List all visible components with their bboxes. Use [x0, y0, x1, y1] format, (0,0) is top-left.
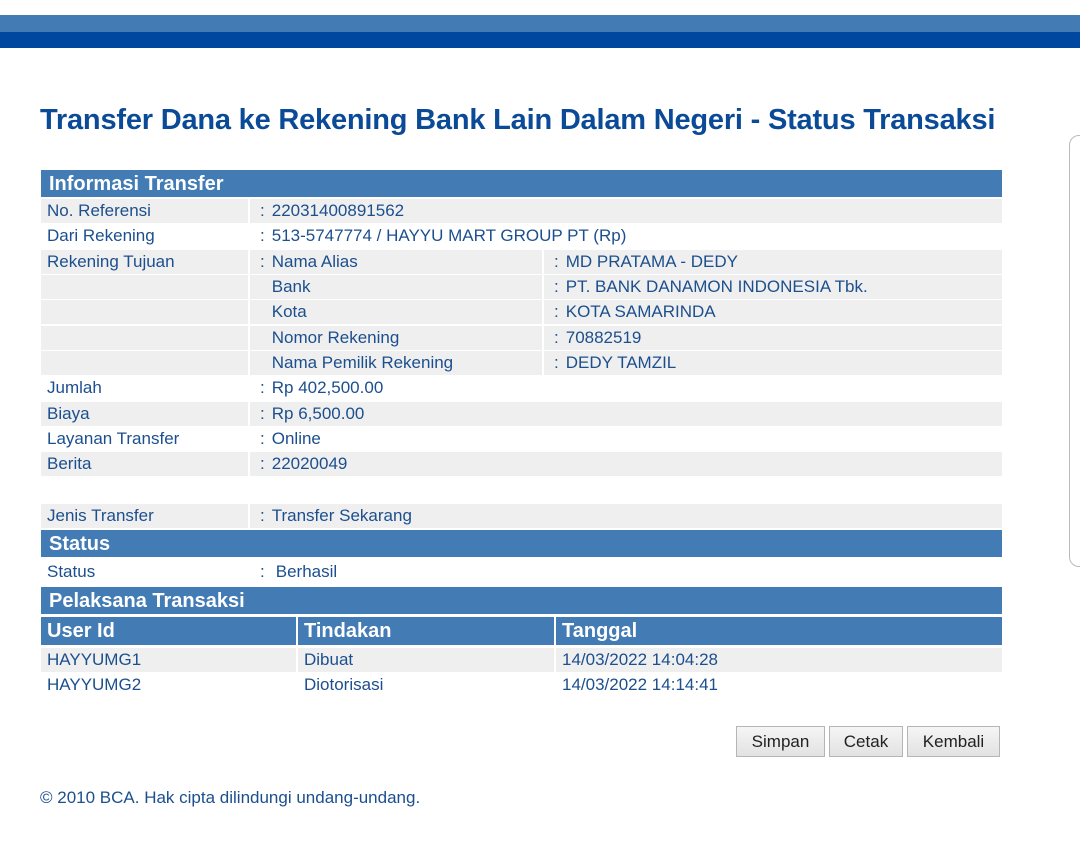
row-jenis-transfer: Jenis Transfer: Transfer Sekarang — [41, 504, 1002, 528]
footer-copyright: © 2010 BCA. Hak cipta dilindungi undang-… — [40, 788, 421, 807]
sub-value: DEDY TAMZIL — [565, 353, 677, 372]
sub-label: Kota — [271, 302, 307, 321]
cell-tanggal: 14/03/2022 14:14:41 — [556, 673, 1002, 697]
label: Biaya — [47, 404, 90, 423]
sub-label: Bank — [271, 277, 311, 296]
row-rekening-tujuan: Rekening Tujuan: Nama Alias: MD PRATAMA - … — [41, 250, 1002, 274]
label: Status — [47, 562, 96, 581]
row-dari-rekening: Dari Rekening:513-5747774 / HAYYU MART G… — [41, 224, 1002, 248]
value: Rp 6,500.00 — [271, 404, 365, 423]
row-status: Status: Berhasil — [41, 560, 1002, 584]
status-value: Berhasil — [275, 562, 338, 581]
value: 513-5747774 / HAYYU MART GROUP PT (Rp) — [271, 226, 627, 245]
column-header-tanggal: Tanggal — [556, 617, 1002, 645]
label: Dari Rekening — [47, 226, 155, 245]
section-header-informasi-transfer: Informasi Transfer — [41, 170, 1002, 197]
cell-tanggal: 14/03/2022 14:04:28 — [556, 648, 1002, 672]
row-biaya: Biaya: Rp 6,500.00 — [41, 402, 1002, 426]
value: 22020049 — [271, 454, 348, 473]
label: Layanan Transfer — [47, 429, 180, 448]
cetak-button[interactable]: Cetak — [829, 726, 903, 757]
sub-value: MD PRATAMA - DEDY — [565, 252, 738, 271]
sub-label: Nomor Rekening — [271, 328, 400, 347]
scrollbar[interactable] — [1069, 135, 1080, 567]
simpan-button[interactable]: Simpan — [736, 726, 825, 757]
label: Jenis Transfer — [47, 506, 154, 525]
value: Online — [271, 429, 321, 448]
top-bar-light — [0, 15, 1080, 32]
row-no-referensi: No. Referensi:22031400891562 — [41, 199, 1002, 223]
sub-value: KOTA SAMARINDA — [565, 302, 716, 321]
section-header-status: Status — [41, 530, 1002, 557]
row-nama-pemilik: :Nama Pemilik Rekening:DEDY TAMZIL — [41, 351, 1002, 375]
row-nomor-rekening: :Nomor Rekening:70882519 — [41, 326, 1002, 350]
row-berita: Berita:22020049 — [41, 452, 1002, 476]
label: Jumlah — [47, 378, 102, 397]
sub-label: Nama Alias — [271, 252, 358, 271]
row-layanan: Layanan Transfer: Online — [41, 427, 1002, 451]
sub-value: PT. BANK DANAMON INDONESIA Tbk. — [565, 277, 868, 296]
row-jumlah: Jumlah: Rp 402,500.00 — [41, 376, 1002, 400]
page-title: Transfer Dana ke Rekening Bank Lain Dala… — [40, 104, 996, 136]
top-bar-dark — [0, 32, 1080, 48]
section-header-pelaksana: Pelaksana Transaksi — [41, 587, 1002, 614]
column-header-tindakan: Tindakan — [298, 617, 554, 645]
kembali-button[interactable]: Kembali — [907, 726, 1000, 757]
cell-user-id: HAYYUMG2 — [41, 673, 296, 697]
value: Rp 402,500.00 — [271, 378, 384, 397]
sub-label: Nama Pemilik Rekening — [271, 353, 454, 372]
cell-tindakan: Dibuat — [298, 648, 554, 672]
row-kota: :Kota:KOTA SAMARINDA — [41, 300, 1002, 324]
column-header-user-id: User Id — [41, 617, 296, 645]
cell-tindakan: Diotorisasi — [298, 673, 554, 697]
label: Rekening Tujuan — [47, 252, 175, 271]
label: Berita — [47, 454, 92, 473]
sub-value: 70882519 — [565, 328, 642, 347]
row-bank: :Bank:PT. BANK DANAMON INDONESIA Tbk. — [41, 275, 1002, 299]
value: 22031400891562 — [271, 201, 405, 220]
value: Transfer Sekarang — [271, 506, 412, 525]
label: No. Referensi — [47, 201, 151, 220]
cell-user-id: HAYYUMG1 — [41, 648, 296, 672]
